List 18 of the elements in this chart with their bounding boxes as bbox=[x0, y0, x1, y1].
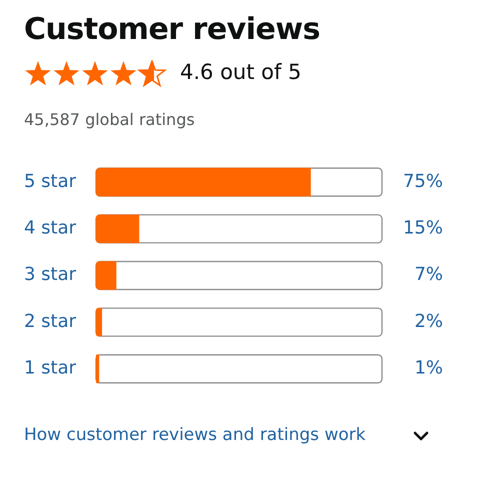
bar bbox=[96, 354, 100, 384]
bar bbox=[96, 214, 140, 244]
data-label: 7% bbox=[414, 264, 443, 286]
bar bbox=[96, 261, 116, 290]
chart-subtitle: 4.6 out of 5 bbox=[180, 60, 302, 84]
data-label: 75% bbox=[402, 170, 443, 192]
y-tick-label: 2 star bbox=[24, 310, 77, 332]
data-label: 2% bbox=[414, 310, 443, 332]
text: 45,587 global ratings bbox=[24, 110, 195, 129]
data-label: 1% bbox=[414, 358, 443, 379]
y-tick-label: 5 star bbox=[24, 170, 77, 192]
bar bbox=[96, 308, 102, 337]
y-tick-label: 1 star bbox=[24, 358, 77, 379]
y-tick-label: 4 star bbox=[24, 217, 77, 238]
text: How customer reviews and ratings work bbox=[24, 425, 366, 445]
y-tick-label: 3 star bbox=[24, 264, 77, 286]
data-label: 15% bbox=[402, 217, 443, 238]
chart-title: Customer reviews bbox=[24, 12, 320, 47]
